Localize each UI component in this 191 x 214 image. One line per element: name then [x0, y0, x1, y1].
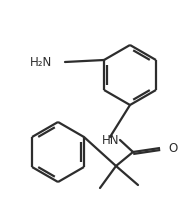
- Text: H₂N: H₂N: [30, 55, 52, 68]
- Text: O: O: [168, 141, 177, 155]
- Text: HN: HN: [102, 134, 120, 147]
